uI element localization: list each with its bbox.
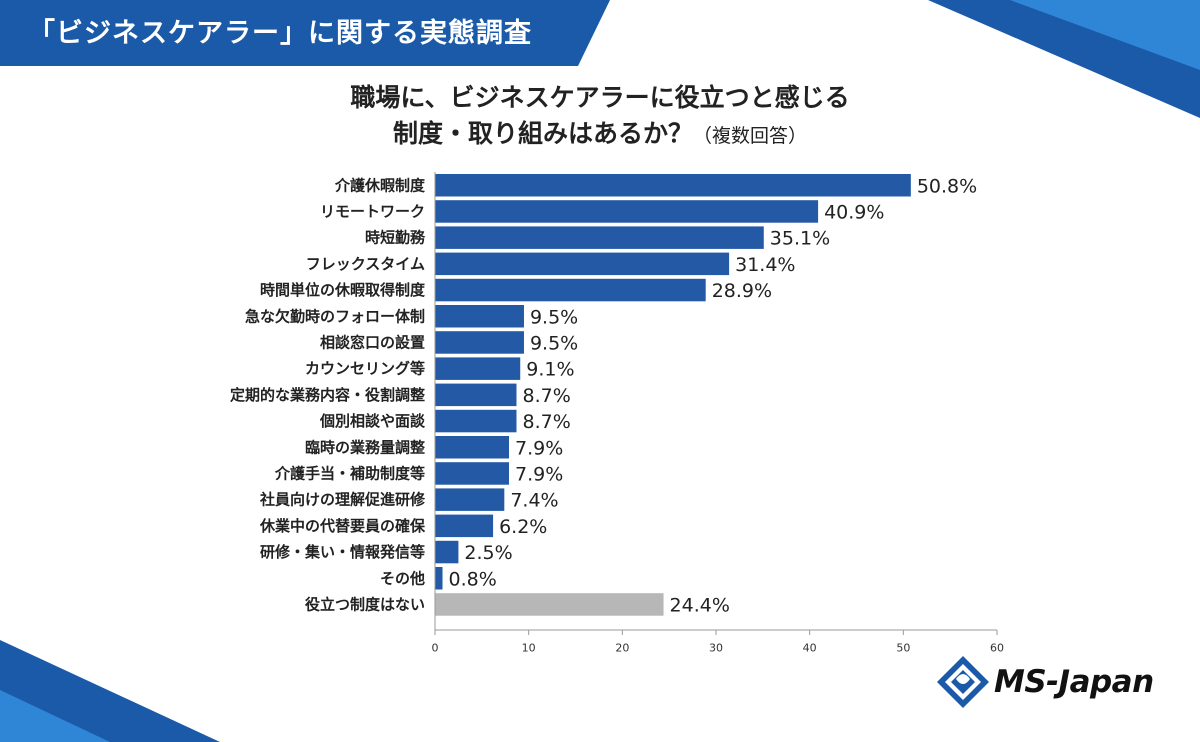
category-label: 急な欠勤時のフォロー体制 [245, 307, 425, 325]
category-label: 個別相談や面談 [319, 412, 426, 430]
chart-title-note: （複数回答） [693, 125, 808, 147]
chart-title-line2: 制度・取り組みはあるか？ [392, 119, 693, 148]
bar [435, 436, 509, 459]
bar [435, 331, 524, 354]
value-label: 7.9% [515, 437, 563, 459]
ms-japan-logo-text: MS-Japan [994, 664, 1154, 700]
value-label: 9.1% [526, 359, 574, 381]
category-label: フレックスタイム [306, 255, 425, 273]
x-tick-label: 50 [896, 642, 910, 655]
bar [435, 593, 664, 616]
x-tick-label: 0 [432, 642, 439, 655]
bar [435, 383, 517, 407]
x-tick-label: 10 [522, 642, 536, 655]
category-label: 介護休暇制度 [334, 176, 426, 194]
category-label: 臨時の業務量調整 [305, 438, 425, 456]
bar [435, 567, 443, 590]
value-label: 0.8% [448, 568, 496, 590]
category-label: リモートワーク [320, 202, 425, 220]
x-tick-label: 40 [803, 642, 817, 655]
chart-title-line1: 職場に、ビジネスケアラーに役立つと感じる [350, 83, 850, 112]
category-label: 相談窓口の設置 [320, 333, 425, 351]
x-tick-label: 60 [990, 642, 1004, 655]
value-label: 28.9% [712, 280, 772, 302]
category-label: 時短勤務 [365, 229, 426, 247]
bar [435, 305, 524, 328]
category-label: カウンセリング等 [305, 360, 425, 378]
value-label: 50.8% [917, 175, 977, 197]
value-label: 24.4% [670, 594, 730, 616]
category-label: 介護手当・補助制度等 [274, 464, 425, 482]
bar [435, 462, 509, 485]
bar [435, 200, 819, 223]
category-label: 社員向けの理解促進研修 [259, 491, 426, 509]
ms-japan-logo-icon [937, 656, 989, 708]
value-label: 31.4% [735, 254, 795, 276]
bar [435, 278, 706, 302]
category-label: その他 [380, 569, 425, 587]
value-label: 8.7% [522, 385, 570, 407]
bar [435, 226, 764, 249]
category-label: 休業中の代替要員の確保 [259, 517, 426, 535]
bar [435, 252, 730, 276]
category-label: 研修・集い・情報発信等 [260, 543, 425, 561]
value-label: 8.7% [522, 411, 570, 433]
value-label: 9.5% [530, 306, 578, 328]
bar [435, 488, 505, 511]
chart-title: 職場に、ビジネスケアラーに役立つと感じる 制度・取り組みはあるか？（複数回答） [0, 80, 1200, 154]
bar [435, 409, 517, 433]
value-label: 7.4% [510, 490, 558, 512]
bar [435, 540, 459, 564]
value-label: 40.9% [824, 201, 884, 223]
bar [435, 357, 521, 380]
bar [435, 174, 911, 197]
x-tick-label: 20 [615, 642, 629, 655]
value-label: 6.2% [499, 516, 547, 538]
category-label: 時間単位の休暇取得制度 [260, 281, 426, 299]
bar [435, 514, 494, 538]
category-label: 定期的な業務内容・役割調整 [230, 386, 425, 404]
banner-title: 「ビジネスケアラー」に関する実態調査 [28, 18, 532, 49]
value-label: 2.5% [464, 542, 512, 564]
category-label: 役立つ制度はない [305, 595, 425, 613]
x-tick-label: 30 [709, 642, 723, 655]
chart-title-line2-wrap: 制度・取り組みはあるか？（複数回答） [0, 116, 1200, 154]
value-label: 7.9% [515, 463, 563, 485]
value-label: 9.5% [530, 332, 578, 354]
value-label: 35.1% [770, 228, 830, 250]
